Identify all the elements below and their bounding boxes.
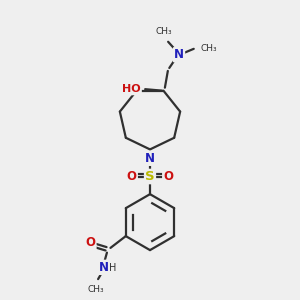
Text: S: S	[145, 170, 155, 183]
Text: O: O	[85, 236, 95, 248]
Text: CH₃: CH₃	[200, 44, 217, 53]
Text: N: N	[145, 152, 155, 165]
Text: HO: HO	[122, 84, 141, 94]
Text: CH₃: CH₃	[156, 27, 172, 36]
Text: O: O	[163, 170, 173, 183]
Text: N: N	[145, 152, 155, 165]
Text: N: N	[174, 48, 184, 61]
Text: CH₃: CH₃	[87, 285, 104, 294]
Text: N: N	[99, 261, 109, 274]
Text: O: O	[127, 170, 137, 183]
Text: H: H	[109, 263, 116, 273]
